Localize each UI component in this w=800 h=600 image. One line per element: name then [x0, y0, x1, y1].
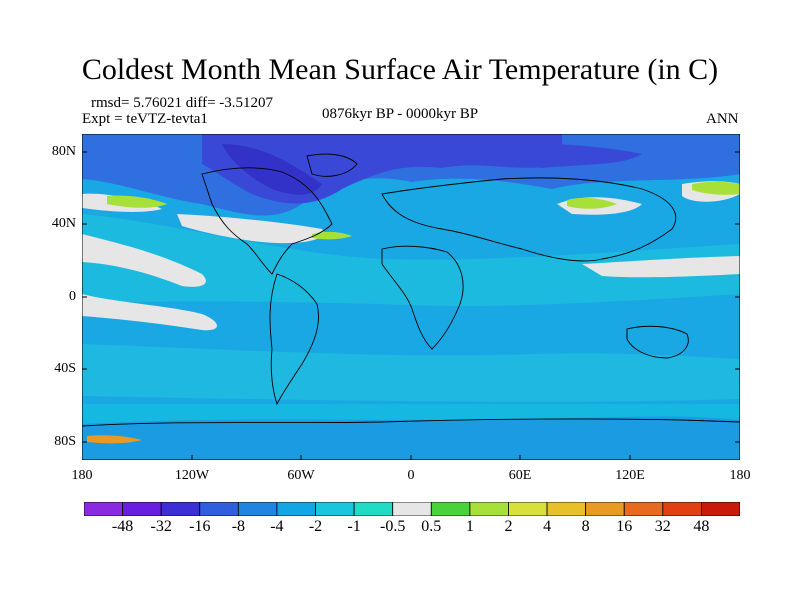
- colorbar-level-label: -48: [111, 518, 134, 535]
- colorbar-box: [84, 502, 123, 516]
- season-text: ANN: [706, 111, 739, 127]
- colorbar-level-label: 0.5: [421, 518, 442, 535]
- colorbar-level-label: 8: [581, 518, 590, 535]
- lat-label-40s: 40S: [54, 361, 76, 376]
- colorbar-box: [623, 502, 664, 516]
- colorbar-box: [430, 502, 471, 516]
- lat-label-80n: 80N: [51, 144, 76, 159]
- colorbar: [84, 502, 740, 516]
- lon-label-60e: 60E: [508, 468, 532, 483]
- colorbar-box: [392, 502, 432, 516]
- colorbar-level-label: 48: [693, 518, 710, 535]
- colorbar-level-label: 1: [465, 518, 474, 535]
- lon-label-180e: 180: [729, 468, 751, 483]
- colorbar-box: [237, 502, 278, 516]
- colorbar-level-label: -0.5: [380, 518, 406, 535]
- lat-label-40n: 40N: [51, 216, 76, 231]
- colorbar-box: [585, 502, 625, 516]
- lat-label-80s: 80S: [54, 434, 76, 449]
- colorbar-level-label: 16: [616, 518, 633, 535]
- colorbar-box: [546, 502, 587, 516]
- map-title: Coldest Month Mean Surface Air Temperatu…: [81, 53, 719, 86]
- lon-label-120w: 120W: [174, 468, 210, 483]
- colorbar-box: [199, 502, 239, 516]
- colorbar-level-label: 4: [543, 518, 552, 535]
- colorbar-box: [662, 502, 702, 516]
- colorbar-box: [160, 502, 201, 516]
- colorbar-level-label: -16: [189, 518, 211, 535]
- lon-label-180w: 180: [71, 468, 93, 483]
- colorbar-box: [353, 502, 394, 516]
- colorbar-box: [276, 502, 316, 516]
- map-plot: [82, 134, 740, 460]
- lon-label-0: 0: [407, 468, 415, 483]
- lat-label-0: 0: [69, 289, 76, 304]
- colorbar-box: [122, 502, 162, 516]
- colorbar-box: [701, 502, 740, 516]
- colorbar-level-label: -8: [231, 518, 246, 535]
- colorbar-box: [469, 502, 509, 516]
- colorbar-level-label: 2: [504, 518, 513, 535]
- colorbar-level-label: 32: [654, 518, 671, 535]
- colorbar-level-label: -4: [270, 518, 284, 535]
- lon-label-120e: 120E: [615, 468, 645, 483]
- colorbar-level-label: -32: [150, 518, 172, 535]
- colorbar-box: [508, 502, 548, 516]
- colorbar-level-label: -1: [347, 518, 361, 535]
- colorbar-box: [315, 502, 355, 516]
- experiment-text: Expt = teVTZ-tevta1: [82, 111, 208, 127]
- period-text: 0876kyr BP - 0000kyr BP: [322, 106, 479, 122]
- stats-text: rmsd= 5.76021 diff= -3.51207: [91, 95, 274, 111]
- colorbar-level-label: -2: [308, 518, 323, 535]
- lon-label-60w: 60W: [287, 468, 315, 483]
